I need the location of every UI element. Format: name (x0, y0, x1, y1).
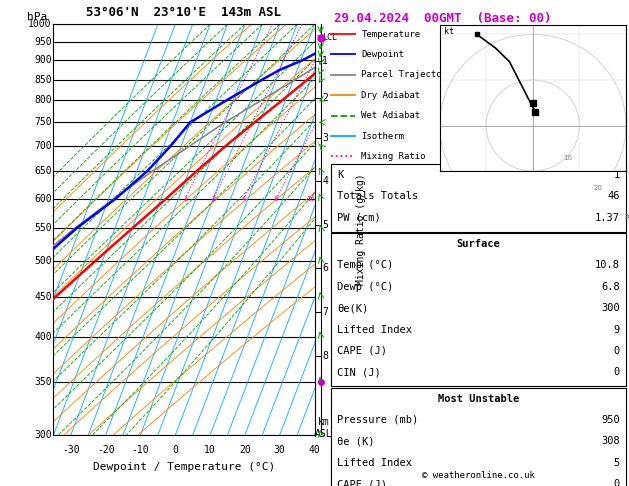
Bar (331, 388, 626, 486)
Text: kt: kt (444, 27, 454, 36)
Text: 300: 300 (34, 430, 52, 440)
Text: 20: 20 (593, 185, 602, 191)
Text: Dewpoint: Dewpoint (362, 50, 404, 59)
Text: θe (K): θe (K) (337, 436, 375, 446)
Text: 550: 550 (34, 223, 52, 233)
Text: LCL: LCL (322, 33, 337, 42)
Text: CIN (J): CIN (J) (337, 367, 381, 377)
Text: 10.8: 10.8 (595, 260, 620, 270)
Text: 1000: 1000 (28, 19, 52, 29)
Text: 6: 6 (322, 262, 328, 273)
Text: 4: 4 (322, 176, 328, 186)
Text: 9: 9 (614, 325, 620, 334)
Text: 600: 600 (34, 193, 52, 204)
Text: 308: 308 (601, 436, 620, 446)
Text: 400: 400 (34, 332, 52, 342)
Text: CAPE (J): CAPE (J) (337, 479, 387, 486)
Text: θe(K): θe(K) (337, 303, 369, 313)
Text: Mixing Ratio: Mixing Ratio (362, 152, 426, 161)
Text: 16: 16 (306, 195, 316, 202)
Text: Wet Adiabat: Wet Adiabat (362, 111, 421, 120)
Text: 20: 20 (239, 445, 251, 455)
Text: 0: 0 (614, 346, 620, 356)
Text: Lifted Index: Lifted Index (337, 458, 413, 468)
Text: 5: 5 (614, 458, 620, 468)
Bar (331, 233, 626, 386)
Bar (331, 164, 626, 232)
Text: 2: 2 (322, 93, 328, 104)
Text: CAPE (J): CAPE (J) (337, 346, 387, 356)
Text: 850: 850 (34, 75, 52, 85)
Text: km
ASL: km ASL (315, 417, 333, 439)
Text: 8: 8 (274, 195, 279, 202)
Text: Parcel Trajectory: Parcel Trajectory (362, 70, 453, 79)
Text: 30: 30 (274, 445, 286, 455)
Text: Temperature: Temperature (362, 30, 421, 38)
Text: Temp (°C): Temp (°C) (337, 260, 394, 270)
Text: 700: 700 (34, 141, 52, 151)
Text: PW (cm): PW (cm) (337, 213, 381, 223)
Text: Most Unstable: Most Unstable (438, 394, 520, 403)
Text: 6.8: 6.8 (601, 282, 620, 292)
Text: 2: 2 (211, 195, 216, 202)
Text: Mixing Ratio (g/kg): Mixing Ratio (g/kg) (357, 174, 367, 285)
Text: 46: 46 (608, 191, 620, 201)
Text: 0: 0 (172, 445, 178, 455)
Text: © weatheronline.co.uk: © weatheronline.co.uk (422, 471, 535, 480)
Text: 650: 650 (34, 166, 52, 176)
Text: Surface: Surface (457, 239, 501, 249)
Text: -30: -30 (62, 445, 80, 455)
Text: 7: 7 (322, 307, 328, 317)
Text: 10: 10 (563, 155, 572, 161)
Text: Dry Adiabat: Dry Adiabat (362, 91, 421, 100)
Text: Lifted Index: Lifted Index (337, 325, 413, 334)
Text: Isotherm: Isotherm (362, 132, 404, 140)
Text: 750: 750 (34, 118, 52, 127)
Text: Dewp (°C): Dewp (°C) (337, 282, 394, 292)
Text: -20: -20 (97, 445, 114, 455)
Text: 1.37: 1.37 (595, 213, 620, 223)
Text: 29.04.2024  00GMT  (Base: 00): 29.04.2024 00GMT (Base: 00) (335, 12, 552, 25)
Text: 500: 500 (34, 256, 52, 266)
Text: -10: -10 (131, 445, 149, 455)
Text: 53°06'N  23°10'E  143m ASL: 53°06'N 23°10'E 143m ASL (86, 6, 282, 19)
Text: 950: 950 (34, 37, 52, 47)
Text: Dewpoint / Temperature (°C): Dewpoint / Temperature (°C) (93, 462, 275, 472)
Text: 10: 10 (204, 445, 216, 455)
Text: 1: 1 (322, 56, 328, 66)
Text: Totals Totals: Totals Totals (337, 191, 419, 201)
Text: 40: 40 (309, 445, 320, 455)
Text: 1: 1 (614, 170, 620, 180)
Text: 0: 0 (614, 479, 620, 486)
Text: Pressure (mb): Pressure (mb) (337, 415, 419, 425)
Text: 950: 950 (601, 415, 620, 425)
Text: 30: 30 (624, 214, 629, 220)
Text: 900: 900 (34, 55, 52, 65)
Text: 1: 1 (183, 195, 187, 202)
Text: 300: 300 (601, 303, 620, 313)
Text: 8: 8 (322, 351, 328, 361)
Text: 3: 3 (322, 133, 328, 143)
Text: hPa: hPa (28, 12, 48, 22)
Text: 0: 0 (614, 367, 620, 377)
Text: 350: 350 (34, 378, 52, 387)
Text: K: K (337, 170, 343, 180)
Text: 4: 4 (242, 195, 246, 202)
Text: 5: 5 (322, 220, 328, 229)
Text: 450: 450 (34, 292, 52, 302)
Text: 800: 800 (34, 95, 52, 105)
